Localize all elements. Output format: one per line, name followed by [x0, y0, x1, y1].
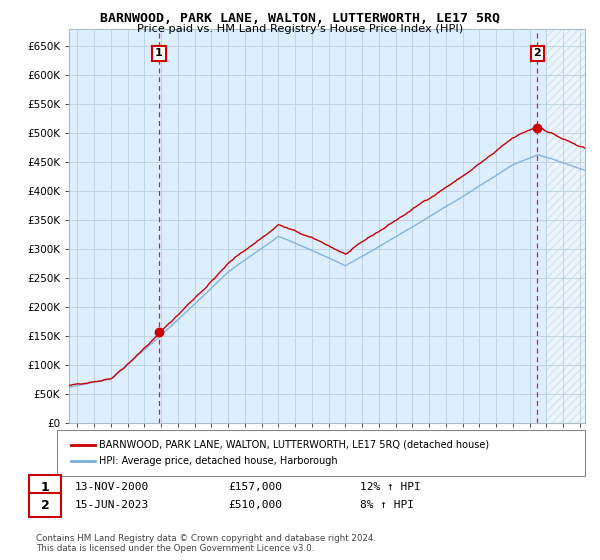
Text: £157,000: £157,000 — [228, 482, 282, 492]
Bar — [547, 29, 600, 423]
Text: 12% ↑ HPI: 12% ↑ HPI — [360, 482, 421, 492]
Text: 1: 1 — [41, 480, 49, 494]
Text: 8% ↑ HPI: 8% ↑ HPI — [360, 500, 414, 510]
Text: Contains HM Land Registry data © Crown copyright and database right 2024.
This d: Contains HM Land Registry data © Crown c… — [36, 534, 376, 553]
Bar — [547, 29, 600, 423]
Text: BARNWOOD, PARK LANE, WALTON, LUTTERWORTH, LE17 5RQ (detached house): BARNWOOD, PARK LANE, WALTON, LUTTERWORTH… — [99, 440, 489, 450]
Text: BARNWOOD, PARK LANE, WALTON, LUTTERWORTH, LE17 5RQ: BARNWOOD, PARK LANE, WALTON, LUTTERWORTH… — [100, 12, 500, 25]
Text: HPI: Average price, detached house, Harborough: HPI: Average price, detached house, Harb… — [99, 456, 338, 466]
Text: £510,000: £510,000 — [228, 500, 282, 510]
Text: 15-JUN-2023: 15-JUN-2023 — [75, 500, 149, 510]
Text: 1: 1 — [155, 48, 163, 58]
Text: Price paid vs. HM Land Registry's House Price Index (HPI): Price paid vs. HM Land Registry's House … — [137, 24, 463, 34]
Text: 13-NOV-2000: 13-NOV-2000 — [75, 482, 149, 492]
Text: 2: 2 — [41, 498, 49, 512]
Text: 2: 2 — [533, 48, 541, 58]
